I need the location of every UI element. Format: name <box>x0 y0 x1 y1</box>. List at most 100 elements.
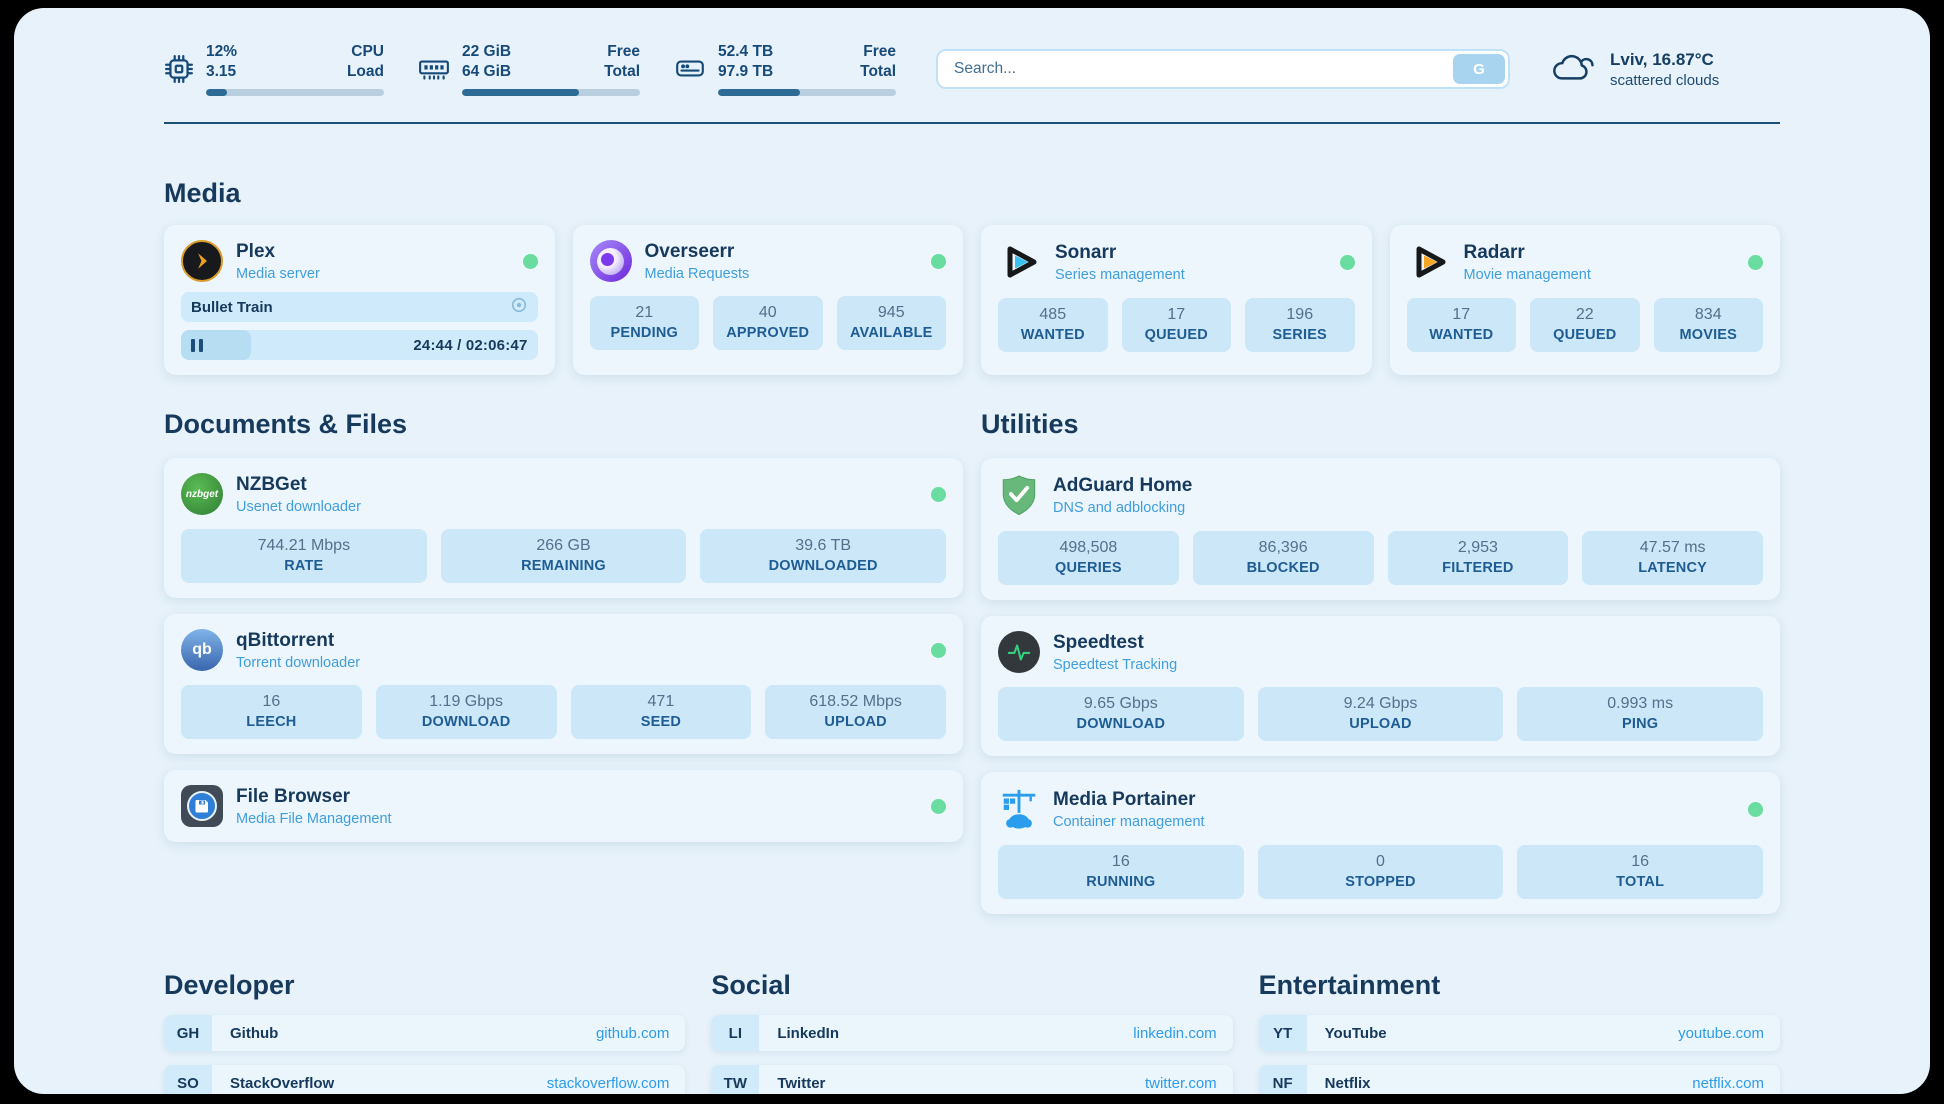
stat-label: QUEUED <box>1144 327 1208 344</box>
app-card-plex[interactable]: Plex Media server Bullet Train <box>164 225 555 376</box>
pause-icon[interactable] <box>191 338 203 352</box>
cpu-usage-value: 12% <box>206 43 238 60</box>
playback-time: 24:44 / 02:06:47 <box>413 336 528 354</box>
app-subtitle: DNS and adblocking <box>1053 499 1186 516</box>
section-title-utilities: Utilities <box>981 409 1079 440</box>
bookmark-name: YouTube <box>1324 1024 1387 1042</box>
stat-label: SEED <box>640 714 682 731</box>
disk-free-value: 52.4 TB <box>718 43 774 60</box>
weather-widget: Lviv, 16.87°C scattered clouds <box>1550 48 1780 91</box>
dashboard-page: 12% 3.15 CPU Load <box>14 8 1930 1094</box>
app-subtitle: Media Requests <box>644 265 750 282</box>
stat-value: 16 <box>1631 853 1650 871</box>
stat-label: PENDING <box>610 325 678 342</box>
bookmark-github[interactable]: GH Github github.com <box>164 1015 686 1052</box>
stat-label: QUERIES <box>1055 560 1122 577</box>
stat-label: DOWNLOAD <box>1076 716 1166 733</box>
stat-label: RATE <box>284 558 324 575</box>
speedtest-icon <box>998 631 1040 674</box>
stat-value: 21 <box>635 304 654 322</box>
stat-movies: 834 MOVIES <box>1653 298 1763 353</box>
stat-value: 0 <box>1376 853 1385 871</box>
now-playing-row: Bullet Train <box>181 292 538 323</box>
app-card-adguard[interactable]: AdGuard Home DNS and adblocking 498,508 … <box>981 458 1780 601</box>
stat-label: APPROVED <box>726 325 810 342</box>
stat-running: 16 RUNNING <box>998 845 1244 900</box>
stat-value: 16 <box>1111 853 1130 871</box>
stat-value: 22 <box>1575 306 1594 324</box>
status-dot <box>1748 801 1763 817</box>
bookmark-name: StackOverflow <box>230 1074 335 1092</box>
stat-value: 17 <box>1452 306 1471 324</box>
qbittorrent-icon: qb <box>181 629 223 672</box>
stat-label: TOTAL <box>1616 874 1665 891</box>
app-name: NZBGet <box>236 473 307 495</box>
now-playing-target-icon[interactable] <box>510 296 528 318</box>
stat-value: 9.24 Gbps <box>1343 695 1418 713</box>
adguard-icon <box>998 473 1040 517</box>
search-input[interactable] <box>938 51 1508 88</box>
bookmark-url[interactable]: linkedin.com <box>1133 1024 1217 1042</box>
stat-label: QUEUED <box>1553 327 1617 344</box>
bookmark-netflix[interactable]: NF Netflix netflix.com <box>1258 1065 1780 1094</box>
app-card-filebrowser[interactable]: File Browser Media File Management <box>164 770 963 843</box>
section-title-documents: Documents & Files <box>164 409 408 440</box>
bookmark-section-entertainment: Entertainment YT YouTube youtube.com NF … <box>1258 970 1780 1094</box>
app-name: Plex <box>236 240 276 262</box>
nzbget-icon: nzbget <box>181 473 223 516</box>
bookmark-linkedin[interactable]: LI LinkedIn linkedin.com <box>711 1015 1233 1052</box>
header-divider <box>164 122 1780 125</box>
app-card-nzbget[interactable]: nzbget NZBGet Usenet downloader 744.21 M… <box>164 458 963 599</box>
stat-seed: 471 SEED <box>570 685 752 740</box>
search-engine-button[interactable]: G <box>1453 54 1505 85</box>
stat-latency: 47.57 ms LATENCY <box>1582 531 1763 586</box>
app-name: Speedtest <box>1053 631 1144 653</box>
bookmark-url[interactable]: youtube.com <box>1678 1024 1764 1042</box>
app-card-radarr[interactable]: Radarr Movie management 17 WANTED 22 QUE… <box>1389 225 1780 376</box>
app-card-qbittorrent[interactable]: qb qBittorrent Torrent downloader 16 LEE… <box>164 614 963 755</box>
stat-value: 0.993 ms <box>1607 695 1674 713</box>
status-dot <box>1339 254 1355 270</box>
app-name: AdGuard Home <box>1053 474 1193 496</box>
bookmark-twitter[interactable]: TW Twitter twitter.com <box>711 1065 1233 1094</box>
stat-label: UPLOAD <box>824 714 887 731</box>
bookmark-url[interactable]: stackoverflow.com <box>546 1074 670 1092</box>
bookmark-stackoverflow[interactable]: SO StackOverflow stackoverflow.com <box>164 1065 686 1094</box>
stat-label: LEECH <box>246 714 297 731</box>
app-card-overseerr[interactable]: Overseerr Media Requests 21 PENDING 40 A… <box>572 225 963 376</box>
stat-value: 86,396 <box>1258 539 1308 557</box>
disk-label-top: Free <box>863 43 896 60</box>
stat-value: 16 <box>262 693 281 711</box>
stat-label: REMAINING <box>521 558 606 575</box>
cpu-progress-bar <box>206 89 384 97</box>
status-dot <box>931 486 946 502</box>
bookmark-url[interactable]: netflix.com <box>1692 1074 1764 1092</box>
filebrowser-icon <box>181 785 223 828</box>
stat-upload: 618.52 Mbps UPLOAD <box>765 685 946 740</box>
status-dot <box>1748 254 1763 270</box>
app-card-portainer[interactable]: Media Portainer Container management 16 … <box>981 772 1780 915</box>
bookmark-url[interactable]: github.com <box>595 1024 670 1042</box>
stat-value: 1.19 Gbps <box>429 693 504 711</box>
stat-filtered: 2,953 FILTERED <box>1387 531 1569 586</box>
app-subtitle: Usenet downloader <box>236 498 361 515</box>
sonarr-icon <box>998 240 1042 284</box>
stat-value: 196 <box>1286 306 1314 324</box>
app-card-speedtest[interactable]: Speedtest Speedtest Tracking 9.65 Gbps D… <box>981 616 1780 757</box>
section-utilities: Utilities AdGuard Home DNS and adblocki <box>981 409 1780 915</box>
cpu-label-bottom: Load <box>346 63 384 81</box>
section-documents: Documents & Files nzbget NZBGet Usenet d… <box>164 409 963 914</box>
app-card-sonarr[interactable]: Sonarr Series management 485 WANTED 17 Q… <box>981 225 1372 376</box>
search-bar[interactable]: G <box>936 49 1510 90</box>
ram-free-value: 22 GiB <box>462 43 512 60</box>
bookmark-youtube[interactable]: YT YouTube youtube.com <box>1258 1015 1780 1052</box>
stat-rate: 744.21 Mbps RATE <box>181 529 427 584</box>
stat-value: 17 <box>1167 306 1186 324</box>
weather-location-temp: Lviv, 16.87°C <box>1610 49 1714 69</box>
bookmark-url[interactable]: twitter.com <box>1144 1074 1217 1092</box>
app-subtitle: Media File Management <box>236 810 392 827</box>
disk-label-bottom: Total <box>860 63 896 81</box>
playback-progress-bar: 24:44 / 02:06:47 <box>181 330 538 361</box>
stat-total: 16 TOTAL <box>1517 845 1763 900</box>
stat-value: 744.21 Mbps <box>257 537 351 555</box>
